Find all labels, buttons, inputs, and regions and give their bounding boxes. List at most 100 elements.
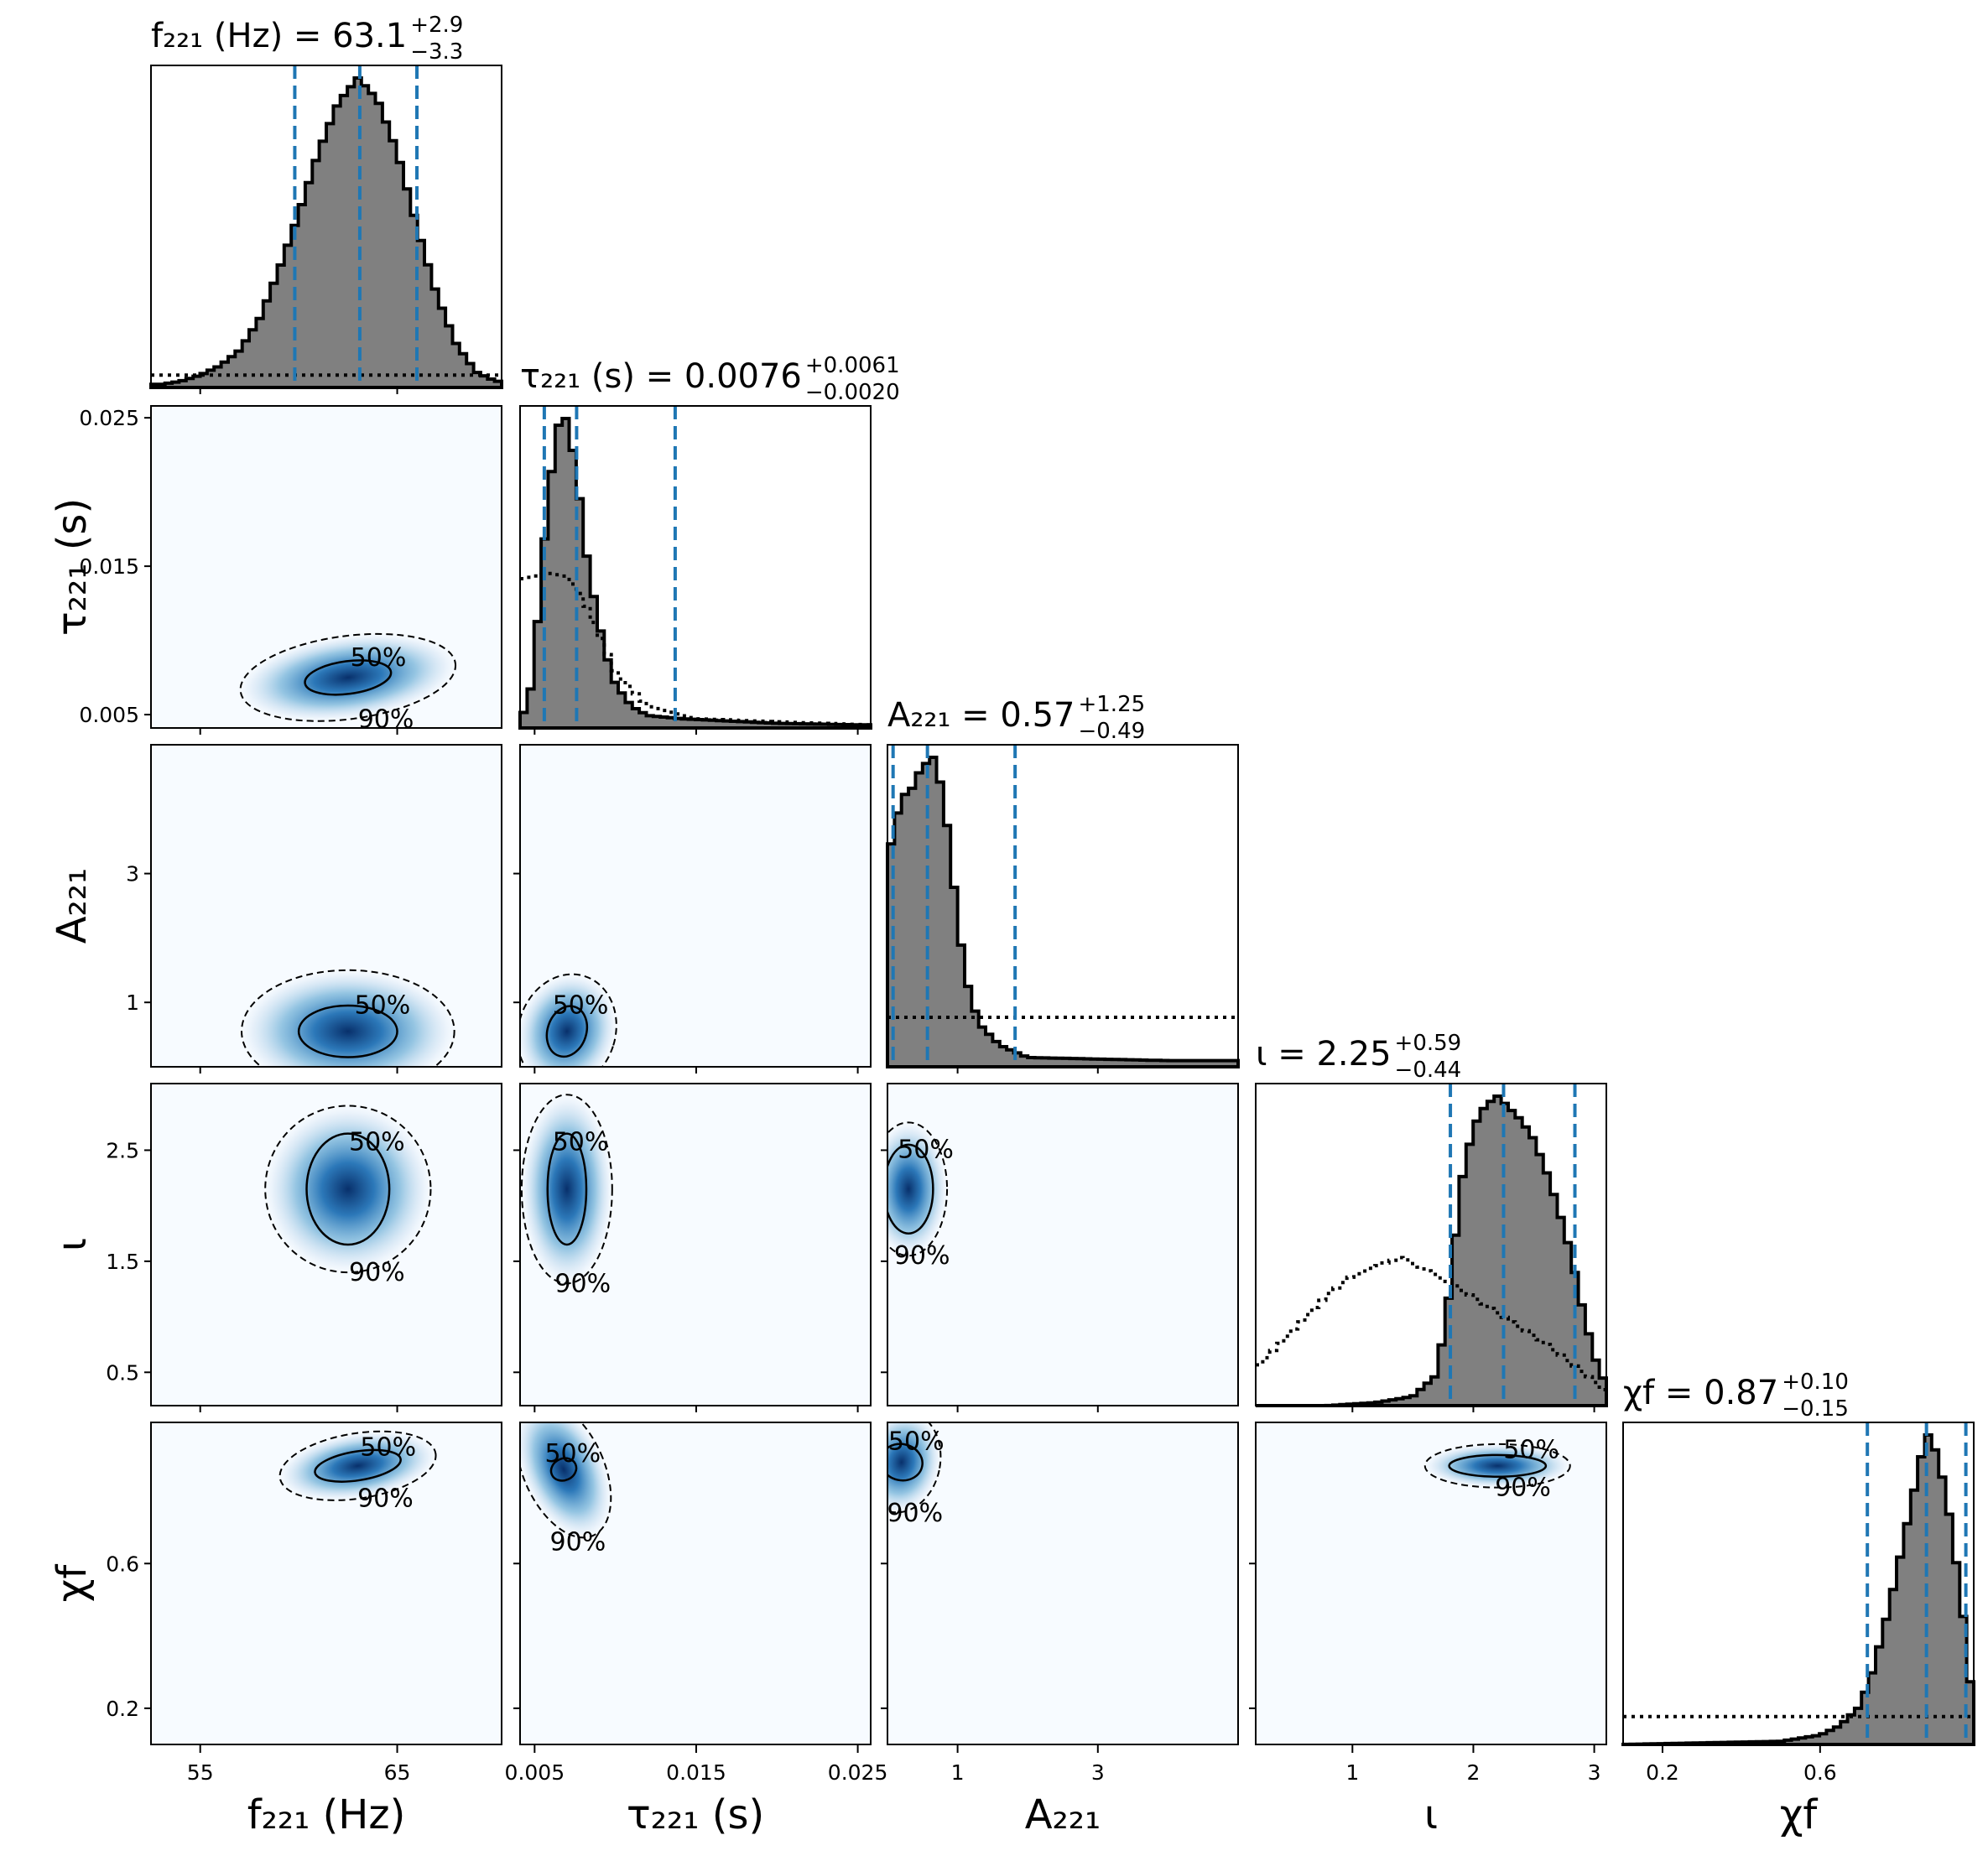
contour-label-50: 50%: [349, 1127, 405, 1157]
x-tick-label-iota: 1: [1345, 1760, 1359, 1785]
contour-label-50: 50%: [553, 1127, 609, 1157]
contour-label-90: 90%: [550, 1527, 606, 1557]
marginal-title-A221: A₂₂₁ = 0.57: [887, 696, 1075, 735]
contour-label-50: 50%: [360, 1433, 416, 1463]
contour-label-90: 90%: [887, 1499, 943, 1528]
contour-label-50: 50%: [1503, 1436, 1559, 1465]
contour-50: [546, 1132, 588, 1246]
contour-label-90: 90%: [554, 1269, 611, 1298]
contour-50: [1448, 1453, 1548, 1478]
y-tick-label-chif: 0.6: [106, 1552, 139, 1576]
marginal-title-f221: f₂₂₁ (Hz) = 63.1: [151, 17, 407, 55]
y-tick-label-A221: 1: [126, 990, 139, 1015]
y-tick-label-chif: 0.2: [106, 1697, 139, 1721]
posterior-histogram-tau221: [518, 417, 872, 730]
y-axis-label-chif: χf: [49, 1564, 96, 1603]
density-blob: [275, 1429, 440, 1502]
density-blob: [236, 967, 460, 1067]
density-blob: [261, 1101, 435, 1277]
contour-label-50: 50%: [888, 1427, 945, 1456]
x-axis-label-chif: χf: [1780, 1791, 1819, 1838]
y-tick-label-iota: 1.5: [106, 1250, 139, 1274]
posterior-histogram-f221: [149, 76, 503, 389]
contour-label-50: 50%: [553, 990, 609, 1020]
x-tick-label-tau221: 0.015: [666, 1760, 726, 1785]
axes-frame: [150, 744, 502, 1068]
axes-frame: [887, 1422, 1239, 1745]
posterior-histogram-A221: [886, 756, 1240, 1068]
contour-label-90: 90%: [1495, 1474, 1551, 1503]
x-tick-label-tau221: 0.025: [828, 1760, 888, 1785]
density-blob: [887, 1119, 950, 1260]
contour-label-50: 50%: [351, 643, 407, 673]
y-axis-label-tau221: τ₂₂₁ (s): [49, 498, 96, 636]
contour-label-90: 90%: [894, 1241, 950, 1271]
joint-panel-f221-chif: 50% 90%: [150, 1422, 502, 1745]
marginal-title-tau221: τ₂₂₁ (s) = 0.0076: [520, 357, 802, 396]
joint-panel-iota-chif: 50%90%: [1255, 1422, 1607, 1745]
x-tick-label-iota: 3: [1588, 1760, 1601, 1785]
x-axis-label-A221: A₂₂₁: [1025, 1791, 1101, 1838]
axes-frame: [150, 1422, 502, 1745]
title-minus-iota: −0.44: [1395, 1058, 1462, 1083]
density-blob: [520, 1089, 615, 1288]
posterior-histogram-chif: [1621, 1433, 1975, 1746]
joint-panel-f221-iota: 50% 90%: [150, 1083, 502, 1406]
contour-90: [520, 1094, 613, 1285]
contour-label-50: 50%: [898, 1136, 954, 1165]
density-blob: [520, 1422, 614, 1541]
contour-50: [297, 1004, 398, 1058]
x-tick-label-tau221: 0.005: [505, 1760, 565, 1785]
contour-50: [887, 1143, 934, 1235]
x-tick-label-chif: 0.6: [1803, 1760, 1837, 1785]
x-axis-label-tau221: τ₂₂₁ (s): [627, 1791, 764, 1838]
x-axis-label-f221: f₂₂₁ (Hz): [247, 1791, 406, 1838]
joint-panel-f221-tau221: 50% 90%: [150, 405, 502, 734]
contour-90: [264, 1105, 432, 1274]
title-plus-A221: +1.25: [1078, 692, 1145, 717]
y-tick-label-iota: 2.5: [106, 1138, 139, 1162]
x-tick-label-A221: 1: [951, 1760, 965, 1785]
y-tick-label-tau221: 0.015: [79, 554, 139, 579]
contour-90: [1423, 1443, 1571, 1489]
title-plus-f221: +2.9: [410, 13, 463, 38]
contour-50: [304, 659, 393, 696]
axes-frame-chif-marginal: [1622, 1422, 1975, 1745]
x-tick-label-f221: 65: [384, 1760, 411, 1785]
contour-label-50: 50%: [355, 990, 411, 1020]
density-blob: [520, 971, 619, 1067]
y-tick-label-tau221: 0.005: [79, 703, 139, 727]
contour-50: [545, 1005, 589, 1058]
contour-label-50: 50%: [544, 1439, 601, 1469]
density-blob: [887, 1422, 943, 1515]
contour-label-90: 90%: [358, 704, 414, 734]
title-minus-tau221: −0.0020: [805, 380, 900, 405]
y-tick-label-iota: 0.5: [106, 1360, 139, 1385]
y-axis-label-iota: ι: [49, 1238, 96, 1251]
axes-frame: [150, 1083, 502, 1406]
joint-panel-A221-iota: 50% 90%: [887, 1083, 1239, 1406]
contour-label-90: 90%: [349, 1258, 405, 1287]
x-tick-label-chif: 0.2: [1646, 1760, 1679, 1785]
y-tick-label-A221: 3: [126, 862, 139, 886]
contour-50: [549, 1457, 578, 1482]
joint-panel-A221-chif: 50% 90%: [887, 1422, 1239, 1745]
title-minus-chif: −0.15: [1782, 1396, 1849, 1422]
title-plus-chif: +0.10: [1782, 1370, 1849, 1395]
contour-90: [241, 969, 455, 1067]
x-axis-label-iota: ι: [1424, 1791, 1438, 1838]
title-minus-A221: −0.49: [1078, 719, 1145, 744]
marginal-title-iota: ι = 2.25: [1256, 1035, 1392, 1074]
density-blob: [235, 632, 461, 724]
contour-50: [887, 1443, 924, 1482]
density-background: [887, 1084, 1238, 1406]
contour-90: [239, 632, 457, 722]
title-plus-iota: +0.59: [1395, 1031, 1462, 1056]
axes-frame-A221-marginal: [887, 744, 1239, 1068]
joint-panel-tau221-A221: 50%90%: [519, 744, 872, 1068]
y-tick-label-tau221: 0.025: [79, 406, 139, 430]
contour-90: [520, 1422, 612, 1539]
joint-panel-tau221-iota: 50% 90%: [519, 1083, 872, 1406]
posterior-histogram-iota: [1256, 1094, 1608, 1407]
